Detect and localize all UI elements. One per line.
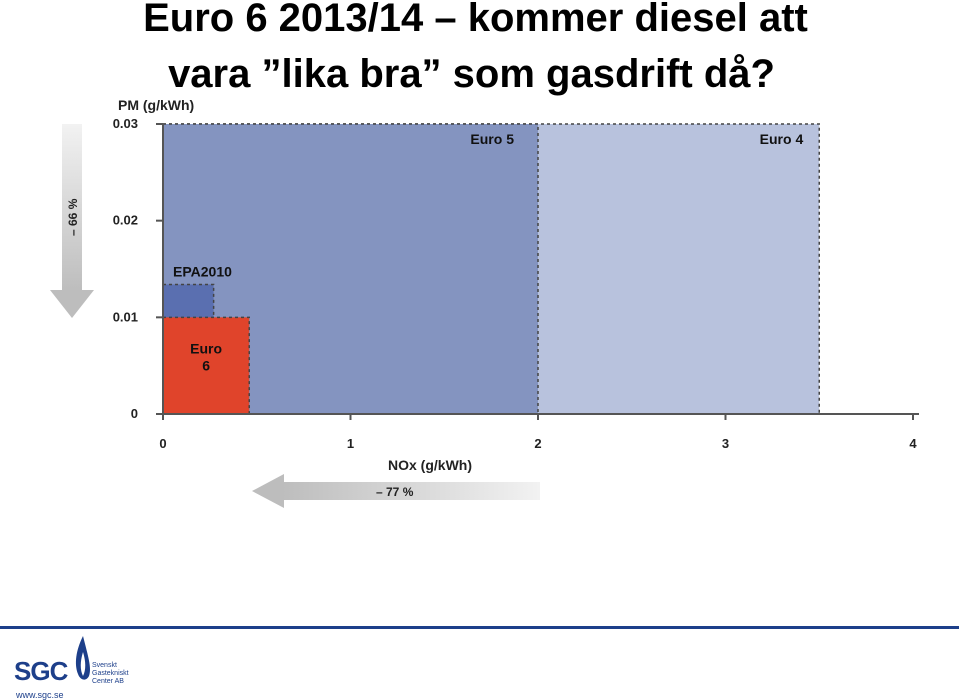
sgc-logo: SGC Svenskt Gastekniskt Center AB www.sg… [10,632,160,700]
y-tick-label: 0.03 [113,116,138,131]
nox-reduction-label: – 77 % [376,485,414,499]
x-tick-label: 2 [534,436,541,451]
slide-title-line-2: vara ”lika bra” som gasdrift då? [168,52,775,96]
x-axis-label: NOx (g/kWh) [388,457,472,473]
pm-reduction-label: – 66 % [66,198,80,236]
x-tick-label: 1 [347,436,354,451]
logo-text: SGC [14,656,68,686]
region-border-euro-6 [163,316,250,414]
region-label-epa2010: EPA2010 [173,263,232,279]
x-tick-label: 4 [909,436,917,451]
pm-reduction-arrow: – 66 % [50,124,94,318]
x-tick-label: 3 [722,436,729,451]
website-url: www.sgc.se [16,690,64,700]
logo-company-name: Svenskt Gastekniskt Center AB [92,662,129,685]
y-tick-label: 0 [131,406,138,421]
y-tick-label: 0.02 [113,213,138,228]
y-tick-label: 0.01 [113,309,138,324]
nox-reduction-arrow: – 77 % [252,474,540,508]
x-tick-label: 0 [159,436,166,451]
axes: 0 0.01 0.02 0.03 0 1 2 3 4 [113,116,919,451]
region-label-euro-6: Euro 6 [190,340,222,373]
y-axis-label: PM (g/kWh) [118,97,194,113]
region-label-euro-5: Euro 5 [470,131,514,147]
region-euro-6 [163,317,250,414]
region-border-euro-5 [163,123,539,414]
footer-rule [0,626,959,629]
flame-icon [75,636,91,680]
region-border-epa2010 [163,283,215,414]
plot-area: Euro 4 Euro 5 EPA2010 Euro 6 [163,123,820,414]
region-label-euro-4: Euro 4 [760,131,804,147]
slide-title-line-1: Euro 6 2013/14 – kommer diesel att [143,0,808,40]
